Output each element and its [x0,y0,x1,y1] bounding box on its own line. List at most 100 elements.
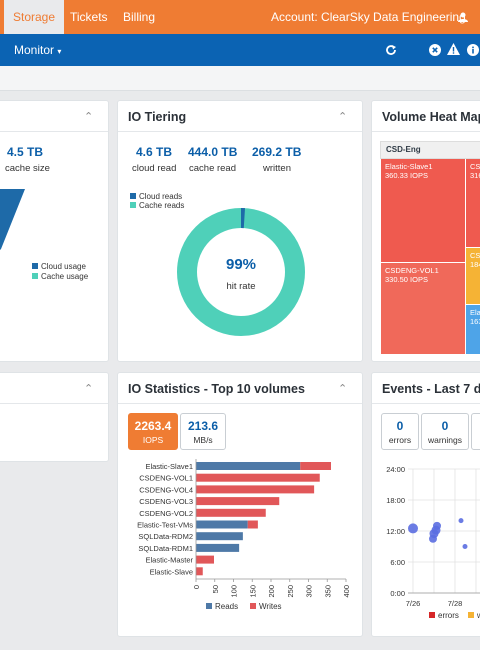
warnings-filter-button[interactable]: 0 warnings [421,413,469,450]
errors-label: errors [388,435,412,445]
tile-iops: 316 [470,171,480,180]
event-point[interactable] [462,544,468,549]
tab-billing-label: Billing [123,10,156,24]
written-value: 269.2 TB [252,145,302,159]
tile-name: Elastic-Slave1 [385,162,433,171]
event-point[interactable] [429,534,437,543]
monitor-menu[interactable]: Monitor ▾ [14,43,61,57]
tab-storage[interactable]: Storage [4,0,65,34]
bar-writes[interactable] [196,567,203,576]
bar-reads[interactable] [196,520,248,529]
legend-errors: errors [438,611,459,620]
warnings-label: warnings [427,435,463,445]
error-circle-icon[interactable] [429,44,441,56]
bar-category-label: Elastic-Slave1 [145,462,193,471]
account-menu[interactable]: Account: ClearSky Data Engineering [262,0,475,34]
hit-rate-value: 99% [226,256,256,273]
event-point[interactable] [458,518,464,524]
x-tick-label: 300 [305,585,314,598]
heatmap-tile-csdeng-vol1[interactable]: CSDENG-VOL1 330.50 IOPS [381,263,465,354]
y-tick-label: 18:00 [386,496,405,505]
y-tick-label: 0:00 [390,589,405,598]
x-tick-label: 150 [248,585,257,598]
tile-iops: 163 [470,317,480,326]
bar-category-label: CSDENG-VOL3 [139,497,193,506]
hit-rate-donut-chart: 99% hit rate [177,208,305,336]
card-divider [372,403,480,404]
warnings-count: 0 [441,419,449,433]
legend-cloud-reads-label: Cloud reads [139,192,183,201]
bar-writes[interactable] [196,555,214,564]
heatmap-tile-ela[interactable]: Ela163 [466,305,480,354]
tile-iops: 330.50 IOPS [385,275,428,284]
hit-rate-label: hit rate [226,281,255,292]
alerts-filter-button[interactable]: a [471,413,480,450]
tab-storage-label: Storage [13,10,56,24]
mbs-toggle-button[interactable]: 213.6 MB/s [180,413,226,450]
collapse-chevron-icon[interactable]: ⌃ [338,111,348,123]
event-point[interactable] [433,521,441,530]
legend-swatch [32,273,38,279]
events-scatter-chart: 24:00 18:00 12:00 6:00 0:007/26 7/28 errors wa [386,465,480,620]
cache-read-value: 444.0 TB [188,145,238,159]
bar-writes[interactable] [300,462,331,470]
top-volumes-bar-chart: Elastic-Slave1 CSDENG-VOL1 CSDENG-VOL4 CSDE… [137,459,351,611]
x-tick-label: 0 [192,585,201,589]
bar-writes[interactable] [247,520,258,529]
bar-reads[interactable] [196,462,301,470]
y-tick-label: 24:00 [386,465,405,474]
mbs-label: MB/s [193,435,213,445]
info-circle-icon[interactable] [467,44,479,56]
tab-billing[interactable]: Billing [114,0,164,34]
cache-size-value: 4.5 TB [7,145,44,159]
event-point[interactable] [408,523,418,534]
bar-writes[interactable] [196,485,315,494]
legend-cloud-usage-label: Cloud usage [41,262,86,271]
legend-swatch [32,263,38,269]
bar-category-label: SQLData-RDM2 [138,532,193,541]
capacity-pie-slice [0,189,25,250]
bar-writes[interactable] [196,508,266,517]
tile-iops: 184 [470,260,480,269]
x-tick-label: 100 [230,585,239,598]
bar-category-label: Elastic-Test-VMs [137,521,193,530]
heatmap-group-label: CSD-Eng [386,145,421,154]
bar-reads[interactable] [196,543,240,552]
tab-tickets[interactable]: Tickets [61,0,117,34]
legend-cache-usage-label: Cache usage [41,272,89,281]
y-tick-label: 6:00 [390,558,405,567]
warning-triangle-icon[interactable] [447,43,460,55]
card-divider [0,131,108,132]
tile-name: CSDENG-VOL1 [385,266,439,275]
bar-category-label: Elastic-Master [145,556,193,565]
errors-filter-button[interactable]: 0 errors [381,413,419,450]
bar-category-label: CSDENG-VOL1 [139,474,193,483]
bar-writes[interactable] [196,473,320,482]
bar-writes[interactable] [196,497,280,506]
cache-read-label: cache read [189,163,237,174]
tile-name: CSD [470,162,480,171]
user-icon[interactable] [458,12,468,22]
bar-category-label: CSDENG-VOL4 [139,485,193,494]
monitor-nav-bar: Monitor ▾ [0,34,480,66]
legend-swatch [468,612,474,618]
collapse-chevron-icon[interactable]: ⌃ [338,383,348,395]
collapse-chevron-icon[interactable]: ⌃ [84,111,94,123]
io-statistics-card: IO Statistics - Top 10 volumes ⌃ 2263.4 … [117,372,363,637]
card-divider [118,131,362,132]
heatmap-title: Volume Heat Map [382,110,480,124]
iops-toggle-button[interactable]: 2263.4 IOPS [128,413,178,450]
legend-swatch [130,202,136,208]
caret-down-icon: ▾ [57,47,62,56]
refresh-icon[interactable] [385,44,397,56]
heatmap-tile-cs[interactable]: CS184 [466,248,480,304]
mbs-value: 213.6 [187,419,219,433]
heatmap-tile-csd[interactable]: CSD316 [466,159,480,247]
legend-swatch [250,603,256,609]
x-tick-label: 7/28 [448,599,463,608]
heatmap-tile-elastic-slave1[interactable]: Elastic-Slave1 360.33 IOPS [381,159,465,262]
bar-reads[interactable] [196,532,243,541]
x-tick-label: 350 [323,585,332,598]
y-tick-label: 12:00 [386,527,405,536]
collapse-chevron-icon[interactable]: ⌃ [84,383,94,395]
